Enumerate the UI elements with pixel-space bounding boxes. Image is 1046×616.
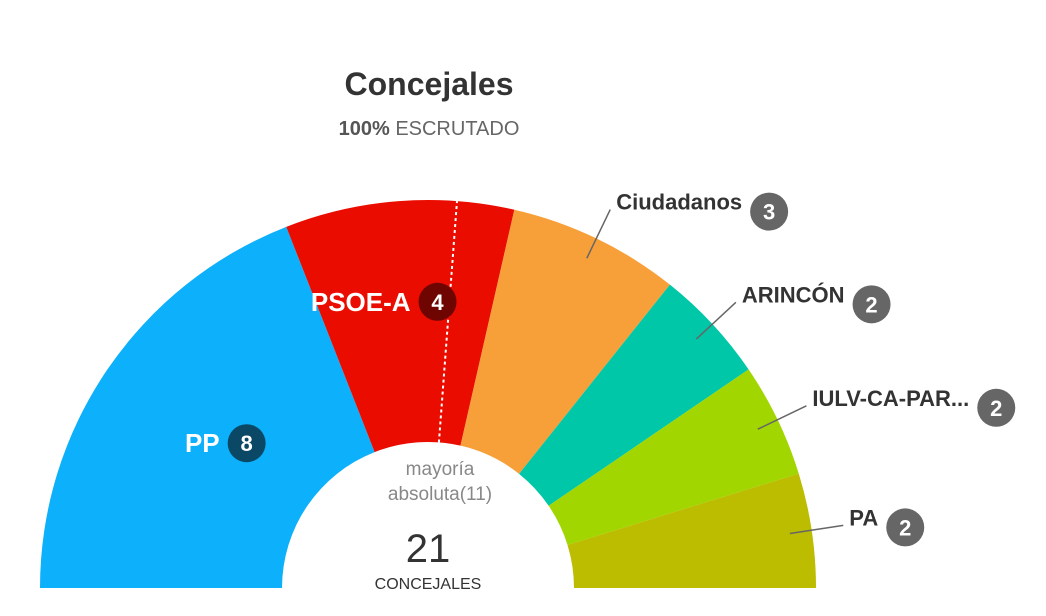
total-seats-value: 21 xyxy=(406,527,451,571)
badge-ciudadanos xyxy=(750,192,789,231)
leader-lines-group xyxy=(586,209,844,535)
leader-ciudadanos xyxy=(586,209,611,259)
slice-pp xyxy=(40,226,375,588)
labels-group: PP 8 PSOE-A 4 Ciudadanos 3 ARINCÓN 2 IULV-CA-PAR… xyxy=(185,190,1016,547)
label-pp: PP xyxy=(185,428,220,458)
scrutiny-label: ESCRUTADO xyxy=(395,118,520,140)
chart-subtitle: 100% ESCRUTADO xyxy=(0,118,858,141)
label-iulv-ca-par: IULV-CA-PAR... xyxy=(812,386,969,411)
leader-arinc-n xyxy=(695,301,737,340)
slice-ciudadanos xyxy=(460,209,670,474)
majority-line xyxy=(437,201,458,443)
label-arinc-n: ARINCÓN xyxy=(742,282,845,307)
chart-title: Concejales xyxy=(344,66,514,102)
slice-arinc-n xyxy=(519,284,749,506)
leader-pa xyxy=(789,524,844,535)
badge-arinc-n xyxy=(852,285,891,324)
slice-psoe-a xyxy=(286,199,515,453)
slice-iulv-ca-par xyxy=(548,369,799,545)
badge-pp xyxy=(227,424,266,463)
label-psoe-a: PSOE-A xyxy=(311,287,411,317)
badge-value-psoe-a: 4 xyxy=(431,290,444,315)
badge-value-pp: 8 xyxy=(241,431,253,456)
majority-label-line1: mayoría xyxy=(406,459,475,480)
total-seats-label: CONCEJALES xyxy=(375,576,482,593)
badge-value-ciudadanos: 3 xyxy=(763,200,775,225)
badge-psoe-a xyxy=(418,282,457,321)
majority-label-line2: absoluta(11) xyxy=(388,484,492,505)
label-ciudadanos: Ciudadanos xyxy=(616,190,742,215)
label-pa: PA xyxy=(849,505,878,530)
badge-pa xyxy=(886,508,925,547)
badge-iulv-ca-par xyxy=(977,388,1016,427)
scrutiny-percent: 100% xyxy=(338,118,390,140)
badge-value-pa: 2 xyxy=(899,515,911,540)
badge-value-arinc-n: 2 xyxy=(865,292,877,317)
leader-iulv-ca-par xyxy=(757,405,807,430)
badge-value-iulv-ca-par: 2 xyxy=(990,396,1002,421)
slice-pa xyxy=(567,473,816,588)
slices-group xyxy=(40,199,816,588)
